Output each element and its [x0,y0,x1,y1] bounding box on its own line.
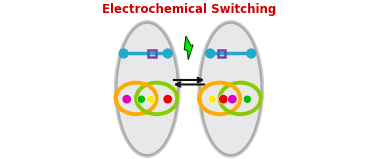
Text: Electrochemical Switching: Electrochemical Switching [102,3,276,16]
Polygon shape [184,36,193,60]
Ellipse shape [200,23,262,155]
Circle shape [119,49,128,58]
Circle shape [147,95,155,103]
Circle shape [218,94,228,104]
Circle shape [163,94,172,104]
Bar [148,50,156,57]
Circle shape [247,49,256,58]
Ellipse shape [198,21,263,157]
Ellipse shape [115,21,180,157]
Circle shape [228,94,237,104]
Bar [217,50,225,57]
Circle shape [208,95,217,103]
Circle shape [137,95,146,103]
Polygon shape [184,36,193,60]
Circle shape [122,94,132,104]
Circle shape [206,49,215,58]
Circle shape [163,49,172,58]
Circle shape [243,95,251,103]
Ellipse shape [116,23,178,155]
